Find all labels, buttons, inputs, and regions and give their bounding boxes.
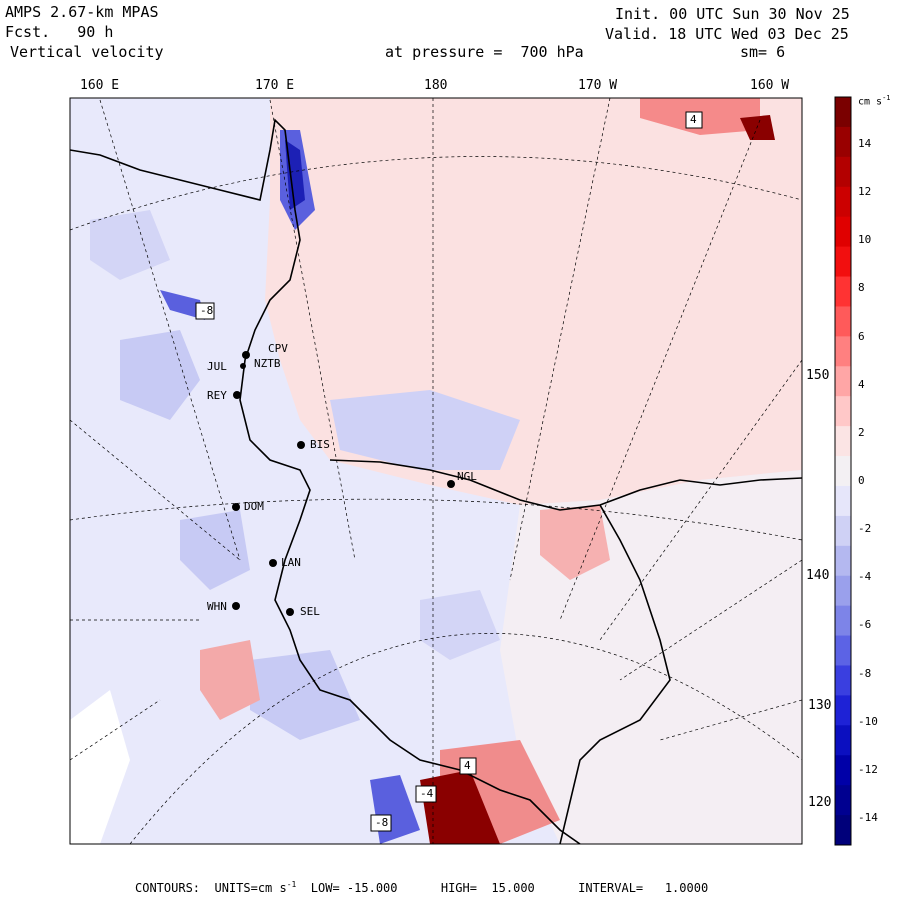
colorbar-swatch: [835, 336, 851, 367]
lon-label-180: 180: [424, 78, 448, 93]
colorbar-swatch: [835, 156, 851, 188]
colorbar-tick-label: 2: [858, 425, 865, 439]
colorbar-tick-label: 8: [858, 281, 865, 295]
colorbar-units: cm s-1: [858, 94, 891, 108]
station-label-lan: LAN: [281, 556, 301, 569]
pressure-level: at pressure = 700 hPa: [385, 43, 584, 61]
extrema-label-max: 4: [464, 759, 471, 772]
colorbar-swatch: [835, 485, 851, 517]
lon-label-160w: 160 W: [750, 78, 790, 93]
colorbar-swatch: [835, 695, 851, 726]
colorbar-swatch: [835, 665, 851, 696]
colorbar-swatch: [835, 396, 851, 427]
colorbar-tick-label: -6: [858, 618, 872, 632]
contour-info: CONTOURS: UNITS=cm s-1 LOW= -15.000 HIGH…: [135, 880, 709, 895]
colorbar-swatch: [835, 785, 851, 816]
colorbar: [835, 97, 851, 846]
colorbar-tick-label: -2: [858, 522, 872, 536]
map-field: [70, 98, 802, 844]
init-time: Init. 00 UTC Sun 30 Nov 25: [615, 5, 850, 23]
station-label-dom: DOM: [244, 500, 264, 513]
colorbar-tick-label: 4: [858, 377, 865, 391]
station-label-bis: BIS: [310, 438, 330, 451]
station-label-sel: SEL: [300, 605, 320, 618]
colorbar-swatch: [835, 97, 851, 128]
model-title: AMPS 2.67-km MPAS: [5, 3, 159, 21]
station-label-cpv: CPV: [268, 342, 288, 355]
colorbar-swatch: [835, 545, 851, 577]
lon-label-160e: 160 E: [80, 78, 120, 93]
smoothing-label: sm= 6: [740, 43, 786, 61]
colorbar-tick-label: 6: [858, 329, 865, 343]
lon-label-170w: 170 W: [578, 78, 618, 93]
extrema-label-min: -4: [420, 787, 434, 800]
colorbar-tick-label: 12: [858, 185, 872, 199]
colorbar-swatch: [835, 306, 851, 337]
colorbar-swatch: [835, 126, 851, 158]
colorbar-swatch: [835, 815, 851, 846]
station-label-ngl: NGL: [457, 470, 477, 483]
colorbar-swatch: [835, 635, 851, 666]
colorbar-tick-label: -12: [858, 762, 878, 776]
extrema-label-max: 4: [690, 113, 697, 126]
colorbar-tick-label: 10: [858, 233, 872, 247]
colorbar-swatch: [835, 216, 851, 248]
colorbar-swatch: [835, 575, 851, 607]
colorbar-swatch: [835, 426, 851, 457]
colorbar-swatch: [835, 515, 851, 547]
colorbar-swatch: [835, 246, 851, 278]
colorbar-swatch: [835, 366, 851, 397]
station-label-whn: WHN: [207, 600, 227, 613]
lon-label-170e: 170 E: [255, 78, 295, 93]
colorbar-tick-label: 14: [858, 137, 872, 150]
extrema-label-min: -8: [375, 816, 389, 829]
colorbar-tick-label: -10: [858, 714, 878, 728]
colorbar-tick-label: -14: [858, 811, 878, 824]
field-name: Vertical velocity: [10, 43, 164, 61]
colorbar-swatch: [835, 276, 851, 307]
colorbar-tick-label: -8: [858, 666, 872, 680]
colorbar-tick-label: 0: [858, 474, 865, 487]
station-label-jul: JUL: [207, 360, 227, 373]
station-label-rey: REY: [207, 389, 227, 402]
colorbar-tick-label: -4: [858, 570, 872, 584]
colorbar-swatch: [835, 456, 851, 487]
colorbar-swatch: [835, 605, 851, 637]
forecast-hour: Fcst. 90 h: [5, 23, 114, 41]
station-label-nztb: NZTB: [254, 357, 281, 370]
extrema-label-min: -8: [200, 304, 214, 317]
valid-time: Valid. 18 UTC Wed 03 Dec 25: [605, 25, 849, 43]
colorbar-swatch: [835, 186, 851, 218]
colorbar-swatch: [835, 755, 851, 786]
colorbar-swatch: [835, 725, 851, 756]
